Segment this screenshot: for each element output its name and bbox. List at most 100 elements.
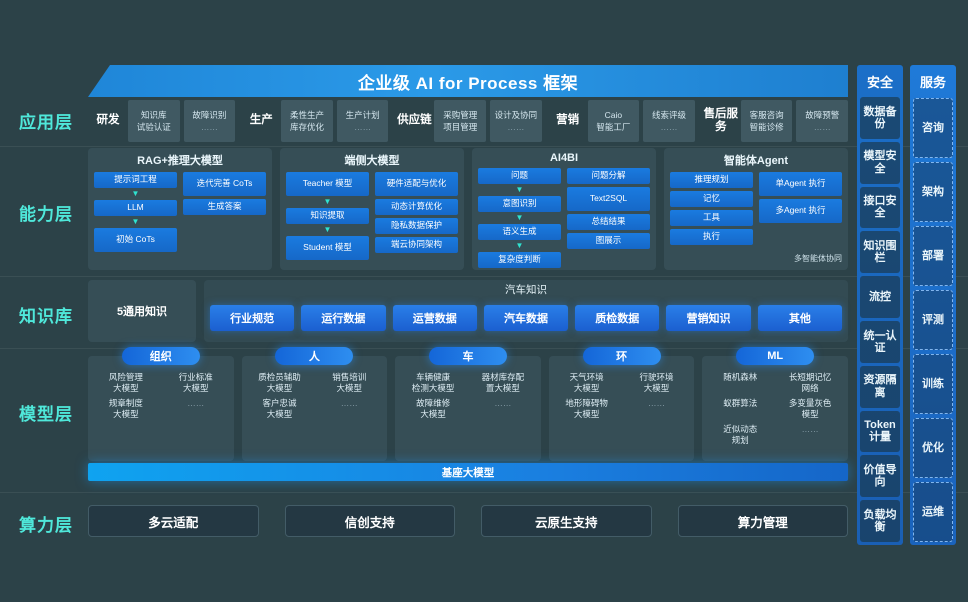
capability-node[interactable]: 端云协同架构 (375, 237, 458, 253)
application-cell[interactable]: 故障预警…… (796, 100, 849, 142)
model-item[interactable]: …… (340, 398, 358, 409)
capability-node[interactable]: 图展示 (567, 233, 650, 249)
model-item[interactable]: 天气环境 大模型 (569, 372, 604, 394)
capability-node[interactable]: 执行 (670, 229, 753, 245)
service-rail-item[interactable]: 训练 (913, 354, 953, 414)
security-rail-item[interactable]: 模型安全 (860, 141, 900, 184)
security-rail-item[interactable]: 统一认证 (860, 320, 900, 363)
service-rail-item[interactable]: 运维 (913, 482, 953, 542)
model-item[interactable]: 故障维修 大模型 (416, 398, 451, 420)
application-cell[interactable]: 故障识别…… (183, 100, 236, 142)
application-cell-line2: 智能工厂 (596, 121, 631, 132)
model-item[interactable]: 车辆健康 检测大模型 (411, 372, 455, 394)
security-rail-item[interactable]: Token计量 (860, 410, 900, 453)
capability-node[interactable]: 单Agent 执行 (759, 172, 842, 196)
model-item[interactable]: 客户忠诚 大模型 (262, 398, 297, 420)
capability-node[interactable]: 知识提取 (286, 208, 369, 224)
application-cell[interactable]: 线索评级…… (643, 100, 695, 142)
model-item[interactable]: 近似动态 规划 (723, 424, 758, 446)
capability-node[interactable]: Text2SQL (567, 187, 650, 211)
model-item[interactable]: …… (801, 424, 819, 435)
model-item[interactable]: 销售培训 大模型 (332, 372, 367, 394)
compute-box[interactable]: 多云适配 (88, 505, 259, 537)
capability-node[interactable]: LLM (94, 200, 177, 216)
security-rail-item[interactable]: 负载均衡 (860, 500, 900, 542)
knowledge-chip[interactable]: 运营数据 (392, 304, 477, 331)
model-item[interactable]: 行驶环境 大模型 (639, 372, 674, 394)
security-rail-item[interactable]: 数据备份 (860, 97, 900, 139)
knowledge-chip[interactable]: 行业规范 (210, 304, 295, 331)
service-rail: 服务 咨询 架构 部署 评测 训练 优化 运维 (910, 65, 956, 545)
model-item[interactable]: 质检员辅助 大模型 (258, 372, 301, 394)
application-cell[interactable]: 生产计划…… (336, 100, 389, 142)
compute-box[interactable]: 算力管理 (677, 505, 848, 537)
capability-node[interactable]: 复杂度判断 (478, 252, 561, 268)
application-cell[interactable]: 知识库 试验认证 (128, 100, 180, 142)
capability-node[interactable]: 总结结果 (567, 214, 650, 230)
capability-node[interactable]: 推理规划 (670, 172, 753, 188)
compute-box[interactable]: 信创支持 (284, 505, 455, 537)
model-item[interactable]: …… (187, 398, 205, 409)
capability-node[interactable]: 迭代完善 CoTs (183, 172, 266, 196)
capability-node[interactable]: 多Agent 执行 (759, 199, 842, 223)
security-rail-item[interactable]: 接口安全 (860, 186, 900, 229)
general-knowledge-box[interactable]: 5通用知识 (88, 280, 196, 342)
capability-node[interactable]: 问题分解 (567, 168, 650, 184)
security-rail-item[interactable]: 价值导向 (860, 455, 900, 498)
model-item[interactable]: 规章制度 大模型 (108, 398, 143, 420)
model-item[interactable]: 风险管理 大模型 (108, 372, 143, 394)
capability-node[interactable]: 语义生成 (478, 224, 561, 240)
service-rail-item[interactable]: 咨询 (913, 98, 953, 158)
capability-node[interactable]: 硬件适配与优化 (375, 172, 458, 196)
model-category-pill[interactable]: ML (736, 347, 815, 365)
application-cell[interactable]: 采购管理 项目管理 (434, 100, 487, 142)
capability-node[interactable]: Teacher 模型 (286, 172, 369, 196)
band-separator (0, 276, 968, 277)
service-rail-item[interactable]: 部署 (913, 226, 953, 286)
application-cell-line2: 库存优化 (290, 121, 325, 132)
model-item[interactable]: …… (647, 398, 665, 409)
base-model-bar[interactable]: 基座大模型 (88, 463, 848, 481)
model-category-pill[interactable]: 车 (428, 347, 507, 365)
capability-node[interactable]: 提示词工程 (94, 172, 177, 188)
knowledge-chip[interactable]: 汽车数据 (483, 304, 569, 331)
knowledge-chip[interactable]: 其他 (757, 304, 842, 331)
capability-node[interactable]: 初始 CoTs (94, 228, 177, 252)
capability-node[interactable]: 隐私数据保护 (375, 218, 458, 234)
service-rail-item[interactable]: 架构 (913, 162, 953, 222)
application-cell[interactable]: 设计及协同…… (490, 100, 542, 142)
model-item[interactable]: 地形障碍物 大模型 (565, 398, 608, 420)
model-category-pill[interactable]: 组织 (121, 347, 200, 365)
capability-node[interactable]: 问题 (478, 168, 561, 184)
application-cell[interactable]: Caio 智能工厂 (587, 100, 640, 142)
model-item[interactable]: 器材库存配 置大模型 (481, 372, 525, 394)
capability-node[interactable]: 记忆 (670, 191, 753, 207)
service-rail-item[interactable]: 评测 (913, 290, 953, 350)
application-cell[interactable]: 柔性生产 库存优化 (281, 100, 333, 142)
compute-box[interactable]: 云原生支持 (481, 505, 652, 537)
capability-node[interactable]: 意图识别 (478, 196, 561, 212)
knowledge-chip[interactable]: 质检数据 (575, 304, 660, 331)
knowledge-chip[interactable]: 运行数据 (301, 304, 386, 331)
capability-node[interactable]: 生成答案 (183, 199, 266, 215)
service-rail-item[interactable]: 优化 (913, 418, 953, 478)
application-group: 售后服务 客服咨询 智能诊修 故障预警…… (701, 100, 849, 142)
capability-node[interactable]: Student 模型 (286, 236, 369, 260)
capability-node[interactable]: 动态计算优化 (375, 199, 458, 215)
model-item[interactable]: 行业标准 大模型 (178, 372, 213, 394)
model-category-pill[interactable]: 人 (275, 347, 354, 365)
model-category-pill[interactable]: 环 (582, 347, 661, 365)
model-item[interactable]: 多变量灰色 模型 (788, 398, 832, 420)
application-group-title: 供应链 (397, 114, 432, 127)
security-rail-item[interactable]: 资源隔离 (860, 365, 900, 408)
security-rail-item[interactable]: 流控 (860, 276, 900, 318)
model-item[interactable]: 蚁群算法 (723, 398, 758, 409)
security-rail-item[interactable]: 知识围栏 (860, 231, 900, 274)
model-item[interactable]: 长短期记忆 网络 (788, 372, 832, 394)
capability-card: 端侧大模型 Teacher 模型 ▼ 知识提取 ▼ Student 模型 硬件适配与优化 动态… (280, 148, 464, 270)
application-cell[interactable]: 客服咨询 智能诊修 (740, 100, 793, 142)
model-item[interactable]: 随机森林 (723, 372, 758, 382)
capability-node[interactable]: 工具 (670, 210, 753, 226)
knowledge-chip[interactable]: 营销知识 (666, 304, 751, 331)
model-item[interactable]: …… (494, 398, 512, 409)
